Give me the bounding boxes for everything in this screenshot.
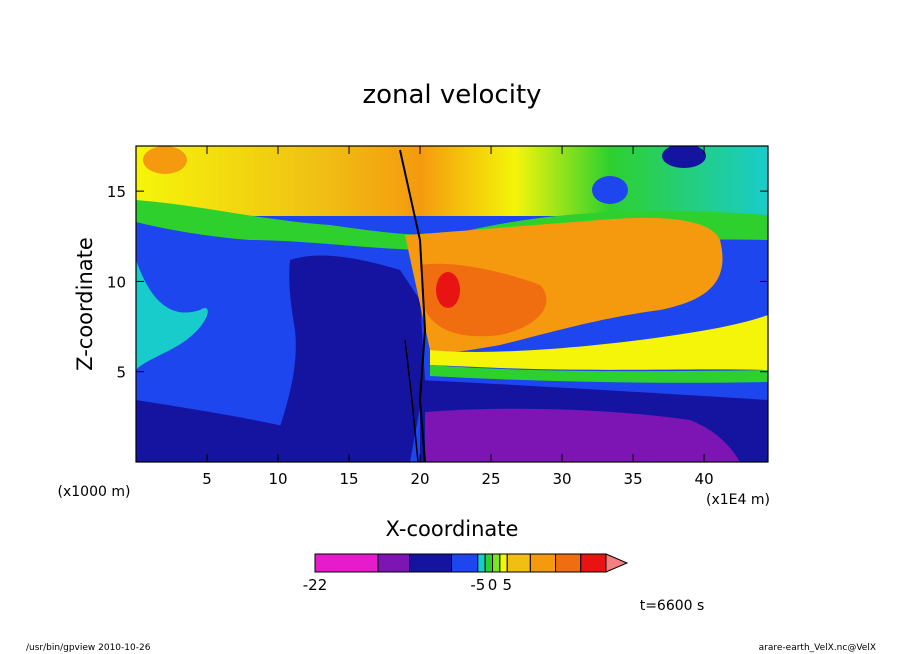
time-label: t=6600 s xyxy=(640,598,705,614)
colorbar-swatch xyxy=(377,553,411,573)
colorbar-label: -5 xyxy=(470,576,485,594)
x-tick-group: 5 10 15 20 25 30 35 40 xyxy=(202,146,714,488)
x-tick-label: 30 xyxy=(553,470,572,488)
colorbar-labels: -22 -5 0 5 xyxy=(303,576,512,594)
colorbar-swatch xyxy=(314,553,379,573)
y-tick-label: 5 xyxy=(116,364,126,382)
colorbar-swatch xyxy=(492,553,501,573)
field-purple-region xyxy=(425,408,740,462)
x-tick-label: 20 xyxy=(410,470,429,488)
x-tick-label: 15 xyxy=(339,470,358,488)
y-tick-label: 15 xyxy=(107,183,126,201)
colorbar-swatch xyxy=(580,553,607,573)
colorbar-swatch xyxy=(529,553,557,573)
field-front-line-2 xyxy=(404,339,419,462)
colorbar-swatch xyxy=(409,553,453,573)
y-axis-unit: (x1000 m) xyxy=(58,484,131,500)
colorbar-swatch xyxy=(477,553,486,573)
colorbar-swatch xyxy=(506,553,531,573)
footer-right: arare-earth_VelX.nc@VelX xyxy=(759,643,876,653)
y-tick-label: 10 xyxy=(107,273,126,291)
chart-title: zonal velocity xyxy=(362,80,541,110)
footer-left: /usr/bin/gpview 2010-10-26 xyxy=(26,643,151,653)
contour-field xyxy=(136,146,768,462)
y-axis-label: Z-coordinate xyxy=(73,237,97,371)
field-red-core xyxy=(436,272,460,308)
x-axis-unit: (x1E4 m) xyxy=(706,492,770,508)
field-cyan-left xyxy=(136,260,208,370)
colorbar-label: 0 xyxy=(488,576,498,594)
field-yellow-edge xyxy=(430,315,768,370)
colorbar-swatch xyxy=(499,553,508,573)
field-front-line xyxy=(399,149,427,462)
x-tick-label: 40 xyxy=(695,470,714,488)
x-tick-label: 25 xyxy=(482,470,501,488)
y-tick-group: 5 10 15 xyxy=(107,183,768,382)
colorbar-swatch xyxy=(484,553,494,573)
x-tick-label: 35 xyxy=(624,470,643,488)
field-upper-orange-blob xyxy=(143,146,187,174)
field-lower-blue xyxy=(136,400,300,462)
colorbar xyxy=(314,553,629,573)
field-upper-blue-blob-1 xyxy=(592,176,628,204)
colorbar-arrow xyxy=(605,553,629,573)
field-green-edge xyxy=(430,365,768,383)
plot-frame xyxy=(135,145,769,463)
x-tick-label: 5 xyxy=(202,470,212,488)
field-upper-blue-blob-2 xyxy=(662,146,706,168)
colorbar-swatch xyxy=(451,553,479,573)
field-dark-blue-core xyxy=(270,255,425,462)
colorbar-label: 5 xyxy=(502,576,512,594)
x-axis-label: X-coordinate xyxy=(386,517,519,541)
colorbar-label: -22 xyxy=(303,576,328,594)
x-tick-label: 10 xyxy=(268,470,287,488)
colorbar-swatch xyxy=(555,553,582,573)
